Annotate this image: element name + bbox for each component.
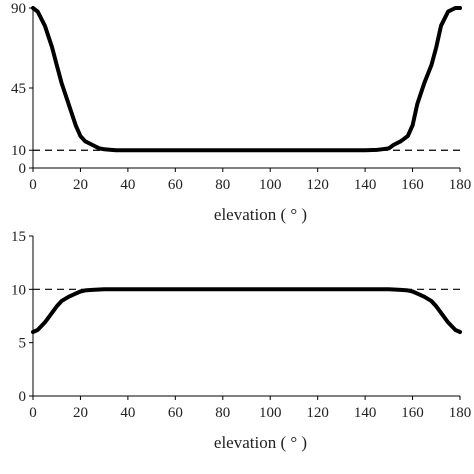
top-chart: 0 10 45 90 0 20 40 60 80 100 120 140 160 180 elevation… — [11, 1, 471, 224]
x-tick-label: 80 — [215, 405, 230, 421]
x-tick-label: 40 — [120, 177, 135, 193]
x-tick-label: 0 — [29, 177, 37, 193]
x-tick-label: 60 — [168, 177, 183, 193]
y-tick-label: 0 — [19, 161, 27, 177]
x-tick-label: 180 — [449, 405, 472, 421]
x-tick-label: 60 — [168, 405, 183, 421]
x-tick-label: 20 — [73, 405, 88, 421]
x-tick-label: 160 — [401, 405, 424, 421]
y-tick-label: 5 — [19, 336, 27, 352]
y-tick-label: 15 — [11, 229, 26, 245]
x-tick-label: 140 — [354, 177, 377, 193]
y-tick-label: 45 — [11, 81, 26, 97]
x-tick-label: 120 — [306, 177, 329, 193]
y-tick-label: 0 — [19, 389, 27, 405]
series-line — [31, 6, 462, 153]
y-tick-label: 10 — [11, 143, 26, 159]
x-axis-title: elevation ( ° ) — [214, 433, 307, 452]
x-tick-label: 140 — [354, 405, 377, 421]
x-tick-label: 180 — [449, 177, 472, 193]
series-line — [31, 287, 462, 334]
x-tick-label: 160 — [401, 177, 424, 193]
bottom-chart: 0 5 10 15 0 20 40 60 80 100 120 140 160 180 elevation … — [11, 229, 471, 452]
x-tick-label: 0 — [29, 405, 37, 421]
x-tick-label: 100 — [259, 405, 282, 421]
x-tick-label: 40 — [120, 405, 135, 421]
y-tick-label: 10 — [11, 282, 26, 298]
y-tick-label: 90 — [11, 1, 26, 17]
x-tick-label: 100 — [259, 177, 282, 193]
x-tick-label: 80 — [215, 177, 230, 193]
x-tick-label: 120 — [306, 405, 329, 421]
x-axis-title: elevation ( ° ) — [214, 205, 307, 224]
x-tick-label: 20 — [73, 177, 88, 193]
